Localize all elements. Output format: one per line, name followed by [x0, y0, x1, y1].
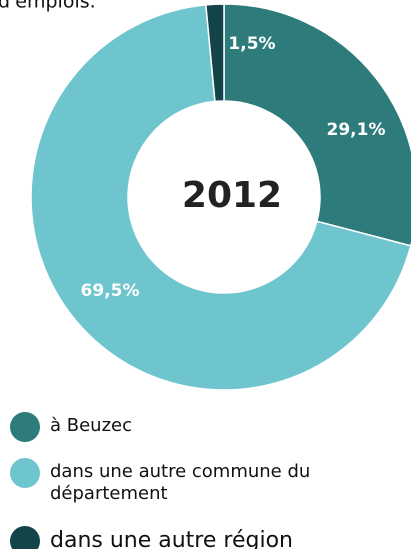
- donut-segment: [30, 4, 411, 391]
- value-label: 1,5%: [228, 34, 275, 54]
- legend-swatch: [10, 526, 40, 549]
- legend-item: dans une autre région: [10, 526, 380, 549]
- donut-segment: [223, 3, 411, 247]
- legend-item: à Beuzec: [10, 412, 380, 442]
- legend-label: dans une autre commune du département: [50, 461, 311, 504]
- legend-label: à Beuzec: [50, 415, 133, 436]
- chart-title: 2012: [182, 175, 282, 216]
- legend-swatch: [10, 412, 40, 442]
- donut-segment: [205, 3, 225, 103]
- legend-item: dans une autre commune du département: [10, 458, 380, 505]
- value-label: 29,1%: [327, 120, 386, 140]
- legend-label: dans une autre région: [50, 528, 293, 549]
- ring: [30, 3, 411, 391]
- chart: d'emplois. 2012 29,1% 69,5% 1,5%: [0, 0, 411, 391]
- legend-swatch: [10, 458, 40, 488]
- header-text: d'emplois.: [0, 0, 96, 13]
- value-label: 69,5%: [81, 281, 140, 301]
